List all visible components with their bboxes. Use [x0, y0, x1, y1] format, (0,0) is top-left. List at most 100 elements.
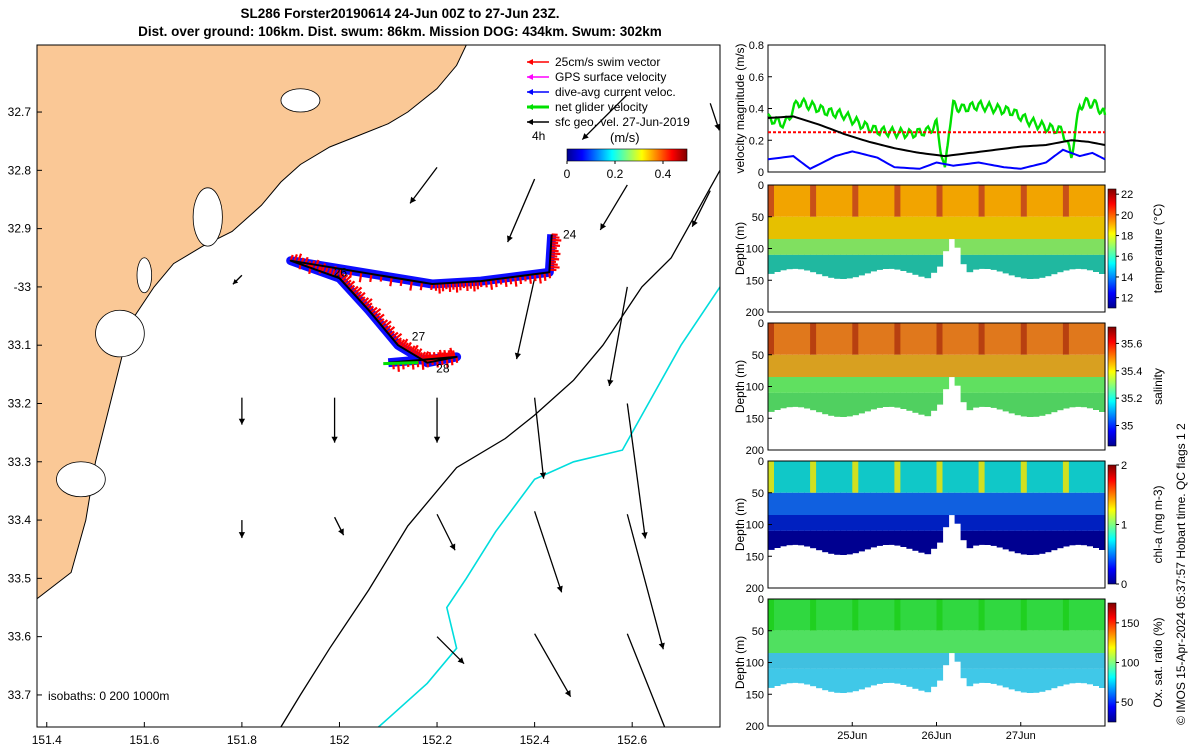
section-cell — [930, 354, 938, 377]
section-cell — [804, 668, 811, 685]
section-cell — [918, 530, 925, 553]
net-velocity-arrow — [383, 361, 419, 366]
section-cell — [1038, 599, 1046, 631]
isobath-1000 — [377, 286, 720, 727]
section-cell — [774, 461, 781, 493]
geo-vector — [533, 397, 545, 479]
section-cell — [978, 599, 986, 631]
section-cell — [906, 377, 913, 393]
section-cell — [978, 185, 986, 217]
swim-vector — [389, 277, 393, 287]
section-cell — [840, 653, 847, 669]
section-cell — [990, 668, 998, 684]
section-cell — [888, 461, 895, 493]
section-cell — [864, 530, 871, 550]
section-cell — [978, 630, 986, 653]
section-cell — [1044, 323, 1052, 355]
geo-vector — [507, 178, 536, 243]
section-cell — [1056, 492, 1064, 515]
section-cell — [888, 668, 895, 683]
section-cell — [780, 254, 787, 271]
section-cell — [882, 185, 889, 217]
isobath-legend: isobaths: 0 200 1000m — [48, 689, 169, 703]
geo-vector — [409, 167, 438, 204]
section-cell — [768, 392, 775, 412]
section-cell — [834, 216, 841, 239]
section-cell — [966, 323, 974, 355]
section-cell — [1068, 668, 1076, 684]
section-cell — [918, 354, 925, 377]
section-cell — [1068, 599, 1076, 631]
section-cell — [852, 216, 859, 239]
section-cell — [978, 530, 986, 545]
section-cell — [774, 239, 781, 255]
geo-vector-head — [232, 278, 239, 285]
section-cell — [876, 653, 883, 669]
section-cell — [1032, 653, 1040, 669]
section-cell — [1080, 354, 1088, 377]
section-cbar-tick-label: 150 — [1121, 618, 1139, 630]
section-cell — [960, 216, 968, 239]
section-cell — [960, 530, 968, 541]
section-cell — [966, 377, 974, 393]
section-cell — [1068, 392, 1076, 408]
section-cell — [1020, 492, 1028, 515]
section-cell — [1026, 323, 1034, 355]
section-cell — [1044, 377, 1052, 393]
section-cell — [1026, 239, 1034, 255]
section-cell — [948, 185, 956, 217]
section-cell — [858, 530, 865, 552]
section-cell — [1032, 254, 1040, 279]
x-tick-label: 152 — [329, 733, 349, 747]
section-cell — [936, 185, 944, 217]
section-cell — [966, 515, 974, 531]
section-cell — [972, 515, 980, 531]
section-cell — [840, 239, 847, 255]
legend-label: GPS surface velocity — [555, 70, 666, 84]
section-cell — [954, 515, 962, 524]
section-cell — [894, 530, 901, 546]
legend-arrowhead — [527, 119, 533, 125]
section-cell — [1020, 216, 1028, 239]
section-cell — [960, 185, 968, 217]
swim-vector — [355, 290, 363, 298]
section-cell — [840, 392, 847, 417]
section-y-tick-label: 150 — [746, 275, 764, 287]
legend-arrowhead — [527, 89, 533, 95]
section-cell — [960, 630, 968, 653]
section-cell — [984, 377, 992, 393]
section-cell — [1068, 323, 1076, 355]
swim-vector — [342, 275, 352, 284]
geo-vector-head — [714, 123, 720, 131]
section-cell — [1074, 530, 1082, 545]
section-cell — [870, 630, 877, 653]
legend-arrowhead — [527, 59, 533, 65]
section-cell — [942, 323, 950, 355]
section-cell — [1026, 492, 1034, 515]
section-cell — [792, 653, 799, 669]
section-cell — [846, 392, 853, 417]
section-cell — [876, 216, 883, 239]
section-cell — [912, 515, 919, 531]
section-cell — [1093, 630, 1100, 653]
section-cbar-tick-label: 35 — [1121, 420, 1133, 432]
section-cell — [990, 254, 998, 270]
x-tick-label: 152.4 — [520, 733, 550, 747]
vel-y-tick-label: 0.4 — [749, 104, 764, 116]
swim-vector — [543, 272, 547, 282]
section-ylabel: Depth (m) — [733, 360, 747, 413]
section-cell — [900, 392, 907, 409]
section-cell — [906, 216, 913, 239]
section-cell — [996, 323, 1004, 355]
section-cell — [780, 377, 787, 393]
section-cell — [774, 515, 781, 531]
section-cell — [858, 653, 865, 669]
section-cell — [846, 254, 853, 279]
section-cell — [1050, 323, 1058, 355]
chart-title-line2: Dist. over ground: 106km. Dist. swum: 86… — [138, 24, 662, 39]
section-cbar-tick-label: 50 — [1121, 697, 1133, 709]
swim-vector — [514, 276, 518, 287]
section-cell — [918, 323, 925, 355]
section-cell — [954, 630, 962, 653]
swim-vector — [384, 324, 392, 332]
